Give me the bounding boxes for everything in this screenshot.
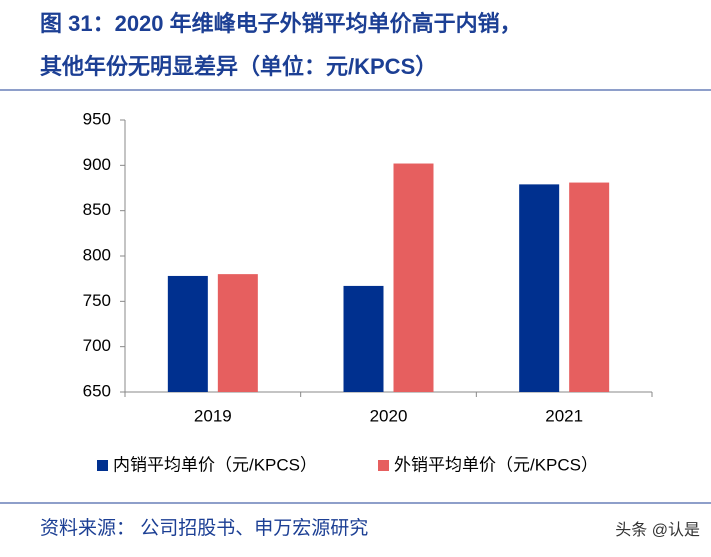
- x-tick-label: 2021: [545, 406, 583, 425]
- legend-marker: [97, 460, 108, 471]
- y-tick-label: 900: [83, 155, 111, 174]
- source: 资料来源： 公司招股书、申万宏源研究: [40, 517, 368, 539]
- legend-marker: [378, 460, 389, 471]
- watermark: 头条 @认是: [615, 521, 700, 539]
- bar: [217, 274, 258, 392]
- legend-label: 外销平均单价（元/KPCS）: [394, 455, 598, 474]
- y-tick-label: 650: [83, 381, 111, 400]
- bar: [519, 184, 560, 392]
- y-tick-label: 750: [83, 291, 111, 310]
- x-tick-label: 2020: [370, 406, 408, 425]
- bar: [393, 163, 434, 392]
- x-tick-label: 2019: [194, 406, 232, 425]
- bar: [569, 182, 610, 392]
- y-tick-label: 700: [83, 336, 111, 355]
- bar: [343, 285, 384, 392]
- y-tick-label: 800: [83, 245, 111, 264]
- legend-label: 内销平均单价（元/KPCS）: [113, 455, 317, 474]
- y-tick-label: 950: [83, 109, 111, 128]
- chart-title: 其他年份无明显差异（单位：元/KPCS）: [40, 54, 437, 79]
- y-tick-label: 850: [83, 200, 111, 219]
- chart-title: 图 31：2020 年维峰电子外销平均单价高于内销，: [40, 11, 522, 36]
- bar: [167, 275, 208, 392]
